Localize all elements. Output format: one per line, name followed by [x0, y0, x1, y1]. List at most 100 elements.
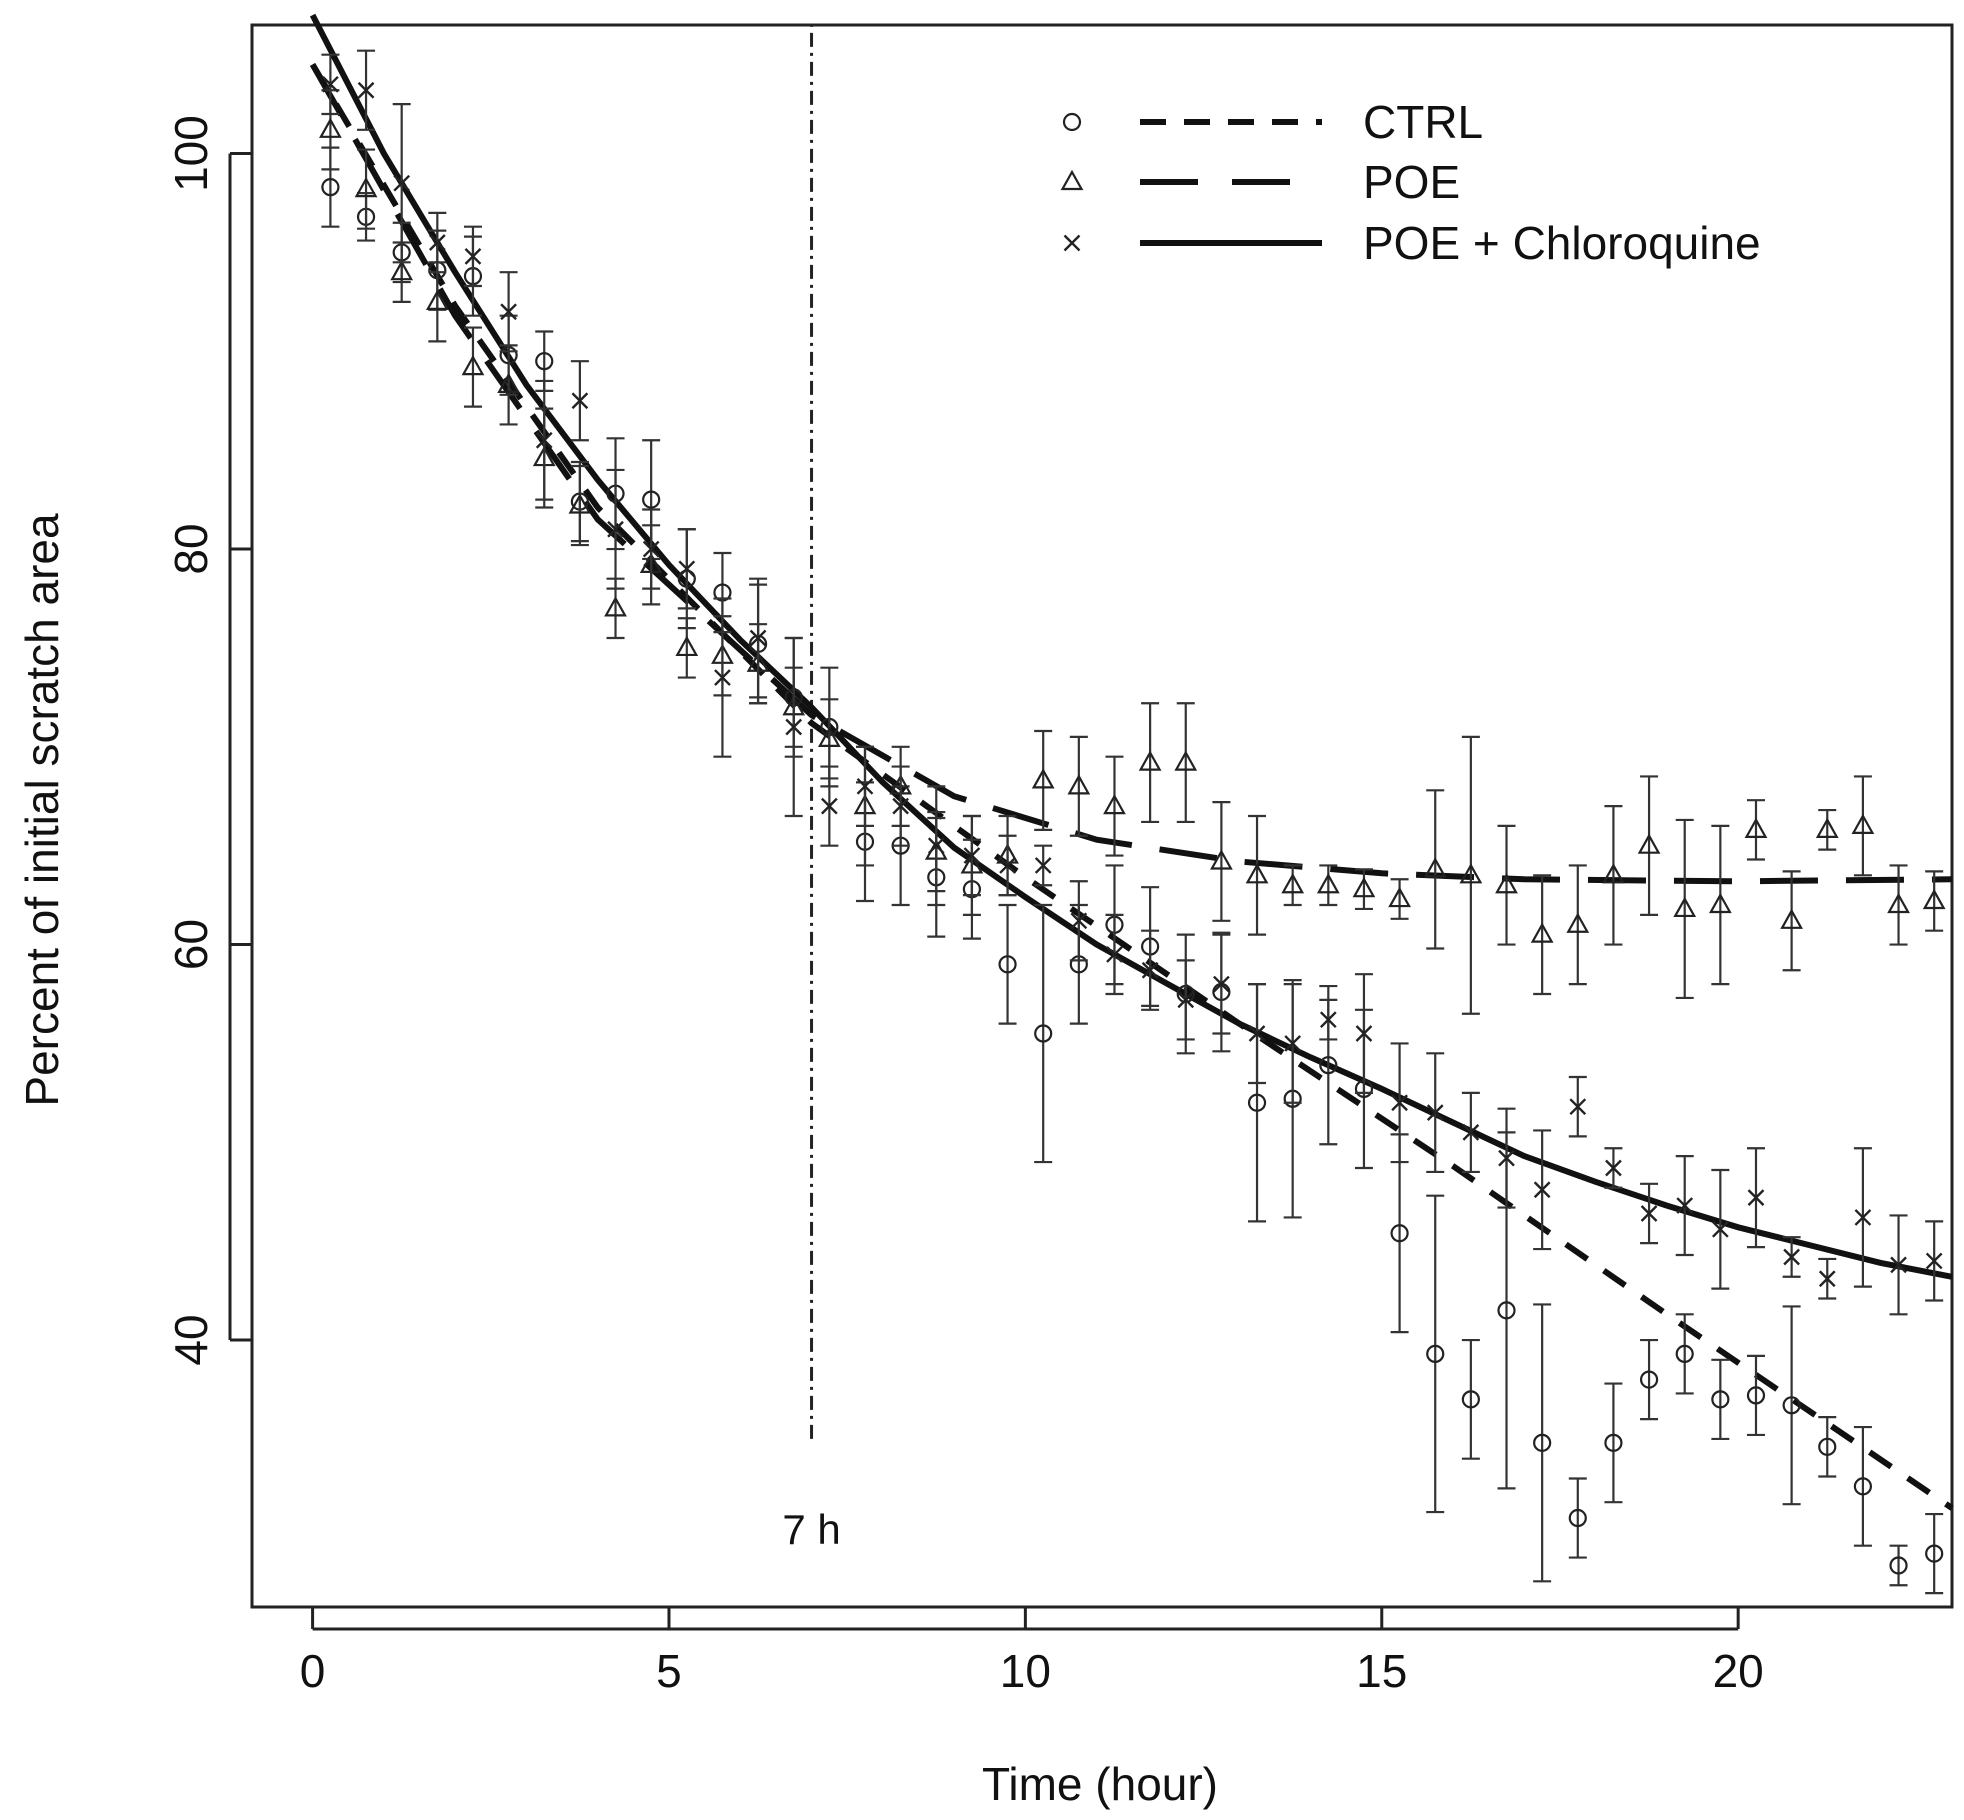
triangle-marker: [1316, 872, 1340, 894]
data-point: [1639, 1338, 1659, 1421]
data-point: [784, 636, 803, 818]
triangle-marker: [1060, 169, 1084, 191]
data-point: [1067, 735, 1091, 837]
data-point: [1782, 1305, 1801, 1506]
circle-marker: [1639, 1370, 1659, 1389]
data-point: [357, 49, 376, 131]
data-point: [1782, 1236, 1801, 1278]
data-point: [1141, 929, 1160, 1011]
data-point: [820, 765, 839, 847]
circle-marker: [1390, 1224, 1409, 1243]
fit-lines: [309, 13, 1954, 1511]
triangle-marker: [1708, 892, 1732, 914]
triangle-marker: [497, 372, 520, 394]
data-point: [1711, 1358, 1730, 1441]
data-point: [1390, 1042, 1409, 1164]
triangle-marker: [1138, 750, 1162, 771]
data-point: [677, 528, 696, 610]
triangle-marker: [1887, 892, 1910, 914]
data-point: [998, 834, 1017, 897]
triangle-marker: [1673, 896, 1697, 918]
cross-marker: [1640, 1205, 1658, 1222]
data-point: [1818, 1257, 1837, 1300]
data-point: [1604, 1382, 1623, 1504]
cross-marker: [1106, 946, 1123, 963]
data-point: [1245, 814, 1269, 936]
circle-marker: [1818, 1437, 1837, 1456]
triangle-marker: [425, 289, 449, 310]
triangle-marker: [817, 726, 841, 747]
data-point: [1103, 755, 1126, 857]
x-tick-label: 20: [1713, 1645, 1764, 1697]
data-point: [461, 326, 485, 408]
triangle-marker: [568, 493, 592, 514]
data-point: [1426, 1194, 1445, 1514]
data-point: [1673, 818, 1697, 1000]
data-point: [568, 464, 592, 547]
y-tick-label: 80: [165, 523, 217, 574]
triangle-marker: [1495, 872, 1518, 894]
triangle-marker: [604, 596, 627, 617]
circle-marker: [1319, 1056, 1338, 1075]
y-tick-label: 40: [165, 1314, 217, 1365]
data-points: [319, 49, 1946, 1595]
data-point: [1889, 1214, 1908, 1316]
data-point: [1602, 805, 1625, 946]
triangle-marker: [1031, 768, 1055, 789]
data-point: [1319, 998, 1338, 1041]
data-point: [1210, 801, 1233, 922]
triangle-marker: [1922, 888, 1946, 910]
x-axis-label: Time (hour): [982, 1758, 1218, 1810]
y-tick-label: 100: [165, 115, 217, 192]
axes: 0 5 10 15 20 40 60 80 100: [165, 115, 1764, 1697]
triangle-marker: [1637, 833, 1661, 854]
circle-marker: [1426, 1344, 1445, 1363]
cross-marker: [785, 718, 803, 736]
triangle-marker: [1459, 863, 1483, 884]
data-point: [1283, 982, 1302, 1104]
plot-frame: [250, 23, 1954, 1609]
data-point: [1711, 1168, 1730, 1290]
cross-marker: [1605, 1159, 1622, 1177]
cross-marker: [1676, 1197, 1694, 1214]
cross-marker: [963, 847, 981, 864]
y-tick-label: 60: [165, 919, 217, 970]
data-point: [1423, 789, 1447, 950]
data-point: [1815, 808, 1839, 851]
triangle-marker: [1423, 857, 1447, 878]
data-point: [749, 577, 768, 699]
data-point: [927, 785, 946, 907]
data-point: [1105, 913, 1124, 996]
circle-marker: [1247, 1093, 1267, 1112]
triangle-marker: [354, 176, 378, 198]
data-point: [1925, 1512, 1944, 1595]
triangle-marker: [1566, 912, 1590, 933]
data-point: [392, 102, 411, 264]
data-point: [891, 765, 910, 847]
data-point: [1388, 878, 1411, 920]
data-point: [1746, 1354, 1766, 1437]
circle-marker: [1675, 1344, 1694, 1363]
triangle-marker: [1851, 813, 1875, 834]
circle-marker: [1034, 1024, 1053, 1043]
data-point: [817, 698, 841, 780]
legend-label: CTRL: [1363, 96, 1483, 148]
annotation: 7 h: [782, 25, 841, 1553]
cross-marker: [428, 234, 446, 251]
data-point: [1461, 1091, 1480, 1174]
data-point: [1354, 973, 1373, 1094]
circle-marker: [321, 178, 340, 197]
data-point: [499, 271, 518, 353]
data-point: [1675, 1313, 1694, 1395]
data-point: [1780, 870, 1803, 972]
data-point: [428, 211, 447, 274]
triangle-marker: [1067, 774, 1091, 795]
data-point: [354, 148, 378, 230]
cross-marker: [892, 797, 909, 815]
data-point: [1853, 1425, 1873, 1547]
cross-marker: [500, 303, 517, 321]
data-point: [1459, 735, 1483, 1015]
data-point: [1818, 1416, 1837, 1478]
